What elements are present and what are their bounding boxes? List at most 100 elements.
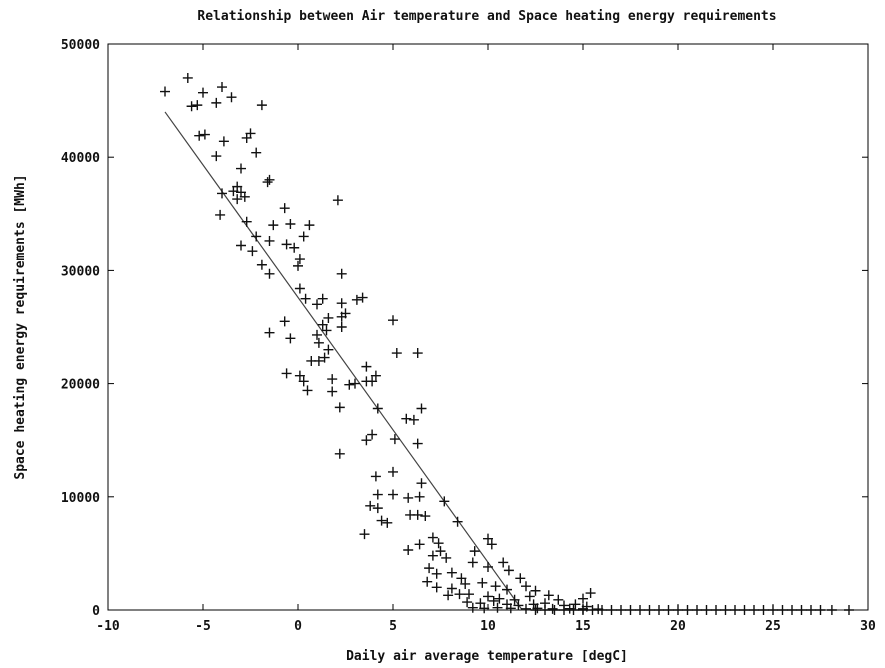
data-point	[294, 283, 305, 294]
data-point	[720, 605, 731, 615]
data-point	[372, 503, 383, 514]
data-point	[294, 254, 305, 265]
data-point	[844, 605, 854, 615]
data-point	[264, 174, 275, 185]
data-point	[439, 496, 450, 507]
data-point	[692, 605, 702, 615]
data-point	[412, 509, 423, 520]
data-point	[635, 605, 645, 615]
data-point	[264, 268, 275, 279]
data-point	[524, 591, 535, 602]
data-point	[211, 151, 222, 162]
data-point	[251, 231, 262, 242]
data-point	[232, 181, 243, 192]
y-tick-label: 30000	[61, 264, 100, 279]
data-point	[479, 603, 490, 614]
data-point	[475, 598, 486, 609]
data-point	[344, 379, 355, 390]
y-tick-label: 40000	[61, 151, 100, 166]
data-point	[300, 293, 311, 304]
data-point	[370, 370, 381, 381]
data-point	[239, 191, 250, 202]
data-point	[422, 576, 433, 587]
data-point	[186, 101, 197, 112]
data-point	[160, 86, 170, 97]
data-point	[323, 312, 334, 323]
data-point	[568, 605, 579, 615]
y-tick-label: 10000	[61, 491, 100, 506]
data-point	[488, 595, 499, 606]
data-point	[256, 259, 267, 270]
data-point	[570, 599, 581, 610]
data-point	[298, 376, 309, 387]
data-point	[826, 605, 837, 615]
data-point	[361, 435, 372, 446]
data-point	[597, 605, 607, 615]
data-point	[758, 605, 769, 615]
data-point	[494, 593, 505, 604]
data-point	[226, 92, 237, 103]
data-point	[414, 539, 425, 550]
data-point	[304, 220, 315, 231]
data-point	[388, 315, 398, 326]
data-point	[433, 538, 444, 549]
chart-title: Relationship between Air temperature and…	[197, 9, 776, 24]
data-point	[456, 573, 467, 584]
data-point	[663, 605, 674, 615]
data-point	[521, 603, 531, 614]
x-axis-label: Daily air average temperature [degC]	[346, 649, 628, 664]
data-point	[336, 268, 347, 279]
data-point	[340, 308, 351, 319]
data-point	[336, 298, 347, 309]
data-point	[285, 333, 296, 344]
data-point	[321, 325, 332, 336]
data-point	[285, 218, 296, 229]
data-point	[350, 378, 360, 389]
data-point	[739, 605, 750, 615]
data-point	[372, 403, 383, 414]
data-point	[281, 368, 292, 379]
data-point	[262, 177, 273, 188]
data-point	[483, 533, 493, 544]
data-point	[505, 603, 516, 614]
data-point	[236, 163, 246, 174]
data-point	[469, 546, 480, 557]
data-point	[585, 588, 596, 599]
data-point	[367, 376, 378, 387]
data-point	[241, 216, 252, 227]
y-tick-label: 50000	[61, 38, 100, 53]
data-point	[749, 605, 759, 615]
data-point	[334, 448, 345, 459]
data-point	[247, 246, 258, 257]
y-tick-label: 0	[92, 604, 100, 619]
data-point	[673, 605, 683, 615]
data-point	[289, 242, 300, 253]
data-point	[682, 605, 693, 615]
data-point	[312, 299, 322, 310]
data-point	[587, 605, 598, 615]
data-point	[281, 239, 292, 250]
data-point	[334, 402, 345, 413]
data-point	[256, 100, 267, 111]
data-point	[264, 327, 275, 338]
data-point	[372, 489, 383, 500]
data-point	[490, 581, 501, 592]
data-point	[420, 511, 431, 522]
data-point	[606, 605, 617, 615]
data-point	[194, 130, 205, 141]
data-point	[245, 128, 256, 139]
data-points	[160, 72, 854, 615]
data-point	[412, 438, 423, 449]
data-point	[509, 594, 520, 605]
data-point	[302, 385, 313, 396]
y-tick-label: 20000	[61, 378, 100, 393]
data-point	[217, 188, 227, 199]
data-point	[382, 517, 393, 528]
data-point	[477, 577, 488, 588]
data-point	[388, 489, 398, 500]
data-point	[492, 602, 503, 613]
data-point	[540, 605, 550, 615]
data-point	[441, 552, 452, 563]
data-point	[467, 602, 478, 613]
